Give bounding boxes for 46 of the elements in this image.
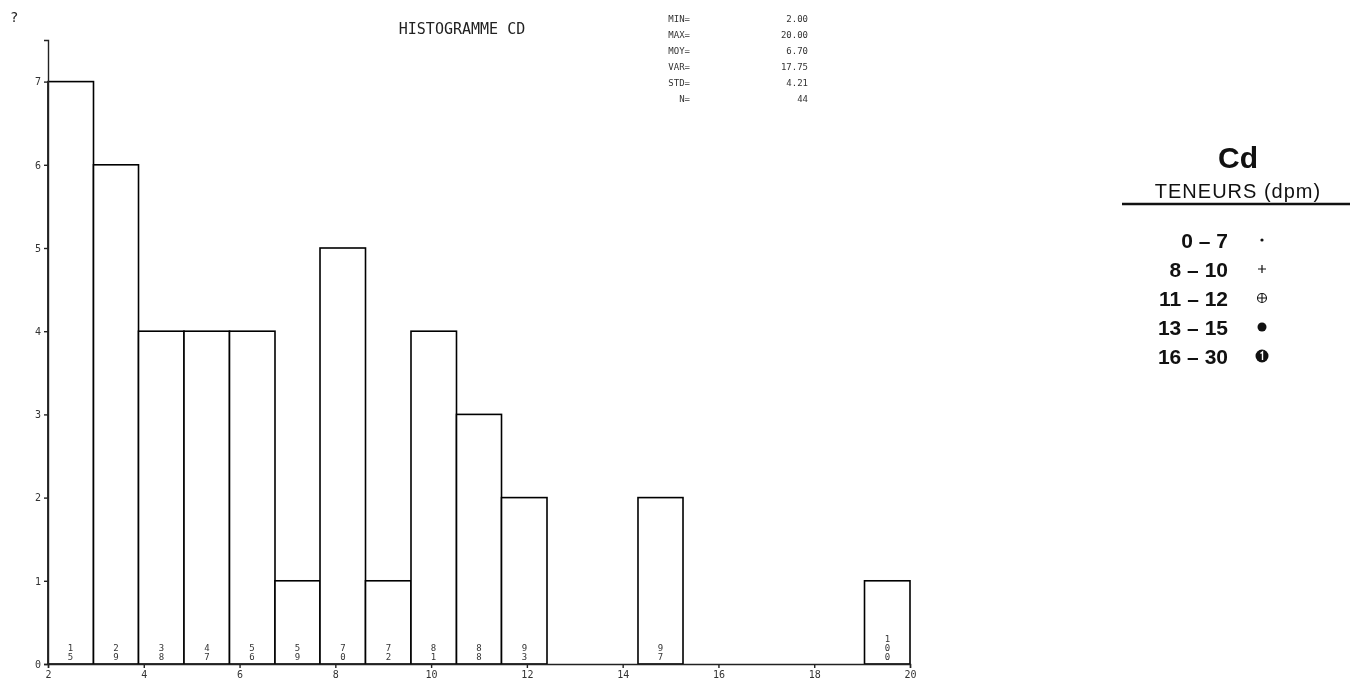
y-tick-label: 7 (34, 76, 41, 88)
text: VAR= 17.75 (668, 62, 808, 72)
y-tick-label: 4 (34, 325, 41, 337)
annotation: 70 (340, 643, 346, 662)
x-tick-label: 8 (332, 669, 339, 681)
text: TENEURS (dpm) (1154, 180, 1322, 202)
x-tick-label: 6 (237, 669, 244, 681)
text: STD= 4.21 (668, 78, 808, 88)
text: ? (10, 9, 19, 25)
x-tick-label: 18 (808, 669, 821, 681)
annotation: 97 (657, 643, 664, 662)
text: MOY= 6.70 (668, 46, 808, 56)
text: 16 – 30 (1157, 345, 1228, 368)
x-tick-label: 20 (904, 669, 917, 681)
chart-title: HISTOGRAMME CD (398, 20, 526, 38)
x-tick-label: 10 (425, 669, 438, 681)
x-tick-label: 12 (521, 669, 534, 681)
x-tick-label: 14 (617, 669, 630, 681)
annotation: 93 (521, 643, 528, 662)
y-tick-label: 6 (34, 159, 41, 171)
text: 11 – 12 (1159, 287, 1228, 310)
annotation: 72 (385, 643, 392, 662)
annotation: 88 (476, 643, 482, 662)
annotation: 100 (884, 634, 891, 662)
y-tick-label: 1 (34, 575, 41, 587)
y-tick-label: 2 (34, 492, 41, 504)
annotation: 15 (67, 643, 74, 662)
x-tick-label: 2 (45, 669, 52, 681)
annotation: 59 (294, 643, 301, 662)
text: 13 – 15 (1157, 316, 1229, 339)
y-tick-label: 3 (34, 409, 41, 421)
text: Cd (1218, 141, 1258, 174)
x-tick-label: 4 (141, 669, 148, 681)
text: MAX= 20.00 (668, 30, 808, 40)
y-tick-label: 0 (34, 658, 41, 670)
text: MIN= 2.00 (668, 14, 808, 24)
annotation: 81 (430, 643, 437, 662)
annotation: 47 (204, 643, 210, 662)
text: 0 – 7 (1181, 229, 1228, 252)
y-tick-label: 5 (34, 242, 41, 254)
text: 8 – 10 (1169, 258, 1228, 281)
text: N= 44 (679, 94, 808, 104)
annotation: 56 (249, 643, 255, 662)
x-tick-label: 16 (712, 669, 725, 681)
annotation: 38 (158, 643, 165, 662)
annotation: 29 (113, 643, 119, 662)
